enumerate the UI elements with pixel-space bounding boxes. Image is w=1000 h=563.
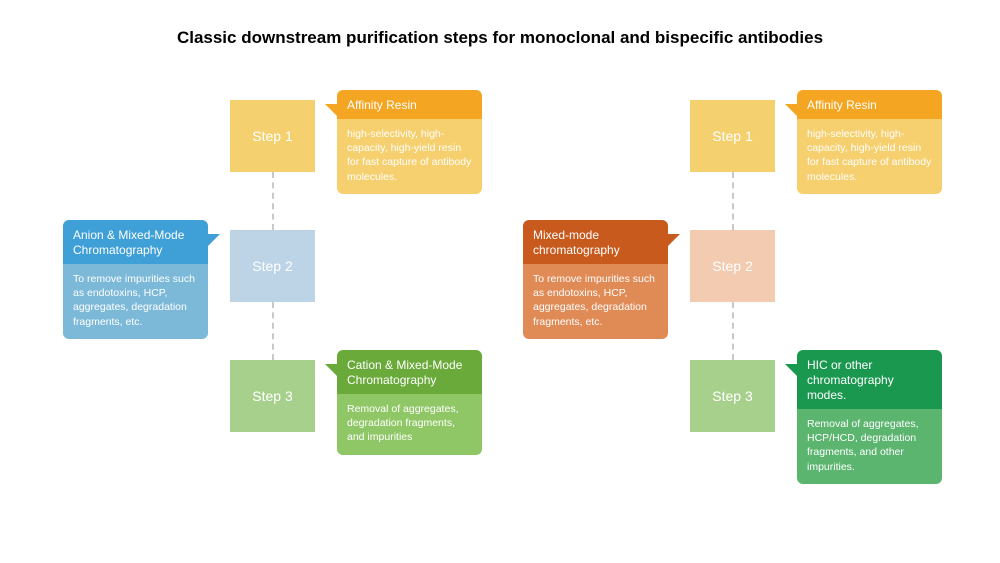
right-step-2-box: Step 2 (690, 230, 775, 302)
right-step-3-callout-title: HIC or other chromatography modes. (797, 350, 942, 409)
callout-tail (206, 234, 220, 248)
left-step-3-callout-title: Cation & Mixed-Mode Chromatography (337, 350, 482, 394)
connector-line (272, 302, 274, 360)
right-step-3-callout: HIC or other chromatography modes.Remova… (797, 350, 942, 484)
right-step-2-callout-title: Mixed-mode chromatography (523, 220, 668, 264)
left-step-1-callout: Affinity Resinhigh-selectivity, high-cap… (337, 90, 482, 194)
connector-line (732, 172, 734, 230)
left-step-1-callout-title: Affinity Resin (337, 90, 482, 119)
right-step-2-callout: Mixed-mode chromatographyTo remove impur… (523, 220, 668, 339)
page-title: Classic downstream purification steps fo… (0, 28, 1000, 48)
right-step-1-box: Step 1 (690, 100, 775, 172)
callout-tail (325, 364, 339, 378)
left-step-3-callout: Cation & Mixed-Mode ChromatographyRemova… (337, 350, 482, 455)
connector-line (272, 172, 274, 230)
left-step-2-callout-title: Anion & Mixed-Mode Chromatography (63, 220, 208, 264)
right-step-1-callout-title: Affinity Resin (797, 90, 942, 119)
left-step-1-callout-text: high-selectivity, high-capacity, high-yi… (337, 119, 482, 194)
right-step-3-box: Step 3 (690, 360, 775, 432)
left-step-2-box: Step 2 (230, 230, 315, 302)
right-step-1-callout: Affinity Resinhigh-selectivity, high-cap… (797, 90, 942, 194)
right-step-3-callout-text: Removal of aggregates, HCP/HCD, degradat… (797, 409, 942, 484)
callout-tail (785, 364, 799, 378)
callout-tail (785, 104, 799, 118)
callout-tail (325, 104, 339, 118)
left-step-2-callout: Anion & Mixed-Mode ChromatographyTo remo… (63, 220, 208, 339)
left-step-3-box: Step 3 (230, 360, 315, 432)
left-step-1-box: Step 1 (230, 100, 315, 172)
connector-line (732, 302, 734, 360)
callout-tail (666, 234, 680, 248)
left-step-2-callout-text: To remove impurities such as endotoxins,… (63, 264, 208, 339)
right-step-2-callout-text: To remove impurities such as endotoxins,… (523, 264, 668, 339)
left-step-3-callout-text: Removal of aggregates, degradation fragm… (337, 394, 482, 455)
right-step-1-callout-text: high-selectivity, high-capacity, high-yi… (797, 119, 942, 194)
